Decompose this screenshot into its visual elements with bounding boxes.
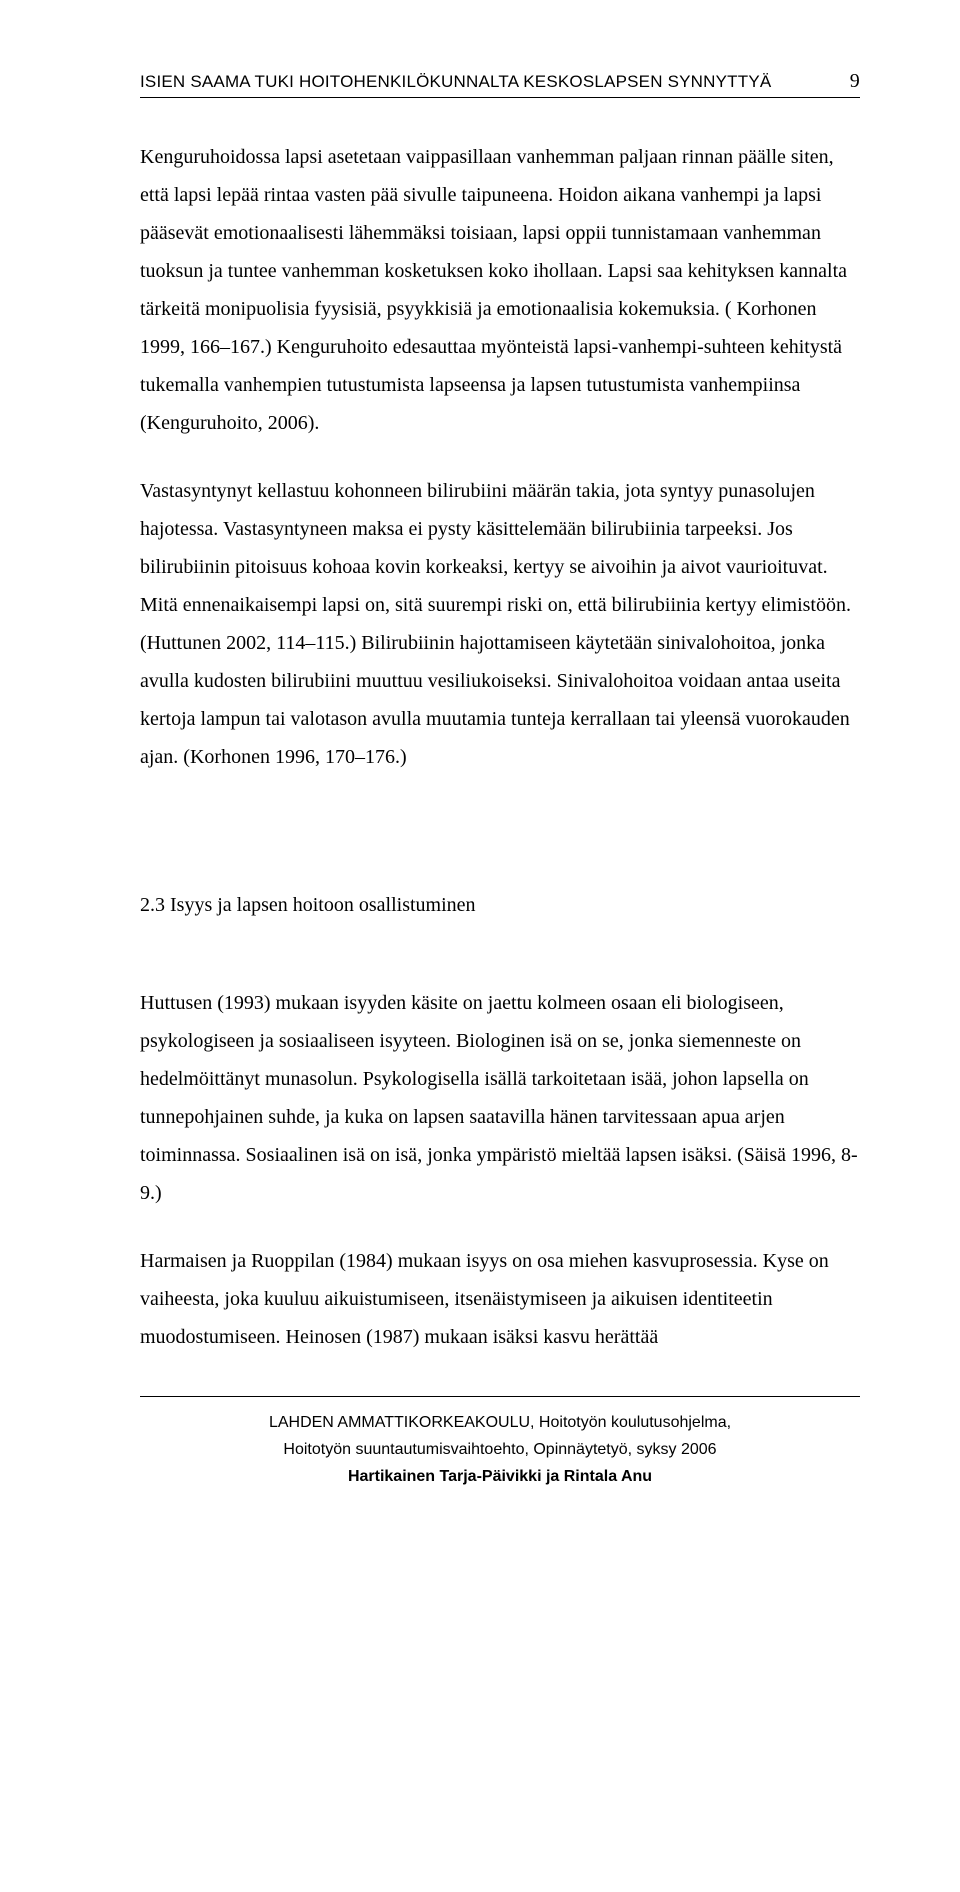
body-paragraph: Huttusen (1993) mukaan isyyden käsite on…	[140, 984, 860, 1212]
page-footer: LAHDEN AMMATTIKORKEAKOULU, Hoitotyön kou…	[140, 1409, 860, 1491]
page-number: 9	[850, 70, 860, 93]
footer-divider	[140, 1396, 860, 1397]
page-header: ISIEN SAAMA TUKI HOITOHENKILÖKUNNALTA KE…	[140, 70, 860, 93]
header-divider	[140, 97, 860, 98]
body-paragraph: Vastasyntynyt kellastuu kohonneen biliru…	[140, 472, 860, 776]
document-page: ISIEN SAAMA TUKI HOITOHENKILÖKUNNALTA KE…	[0, 0, 960, 1551]
body-paragraph: Harmaisen ja Ruoppilan (1984) mukaan isy…	[140, 1242, 860, 1356]
footer-line: Hoitotyön suuntautumisvaihtoehto, Opinnä…	[140, 1436, 860, 1463]
footer-authors: Hartikainen Tarja-Päivikki ja Rintala An…	[140, 1463, 860, 1490]
section-heading: 2.3 Isyys ja lapsen hoitoon osallistumin…	[140, 886, 860, 924]
body-paragraph: Kenguruhoidossa lapsi asetetaan vaippasi…	[140, 138, 860, 442]
running-title: ISIEN SAAMA TUKI HOITOHENKILÖKUNNALTA KE…	[140, 72, 771, 92]
footer-line: LAHDEN AMMATTIKORKEAKOULU, Hoitotyön kou…	[140, 1409, 860, 1436]
